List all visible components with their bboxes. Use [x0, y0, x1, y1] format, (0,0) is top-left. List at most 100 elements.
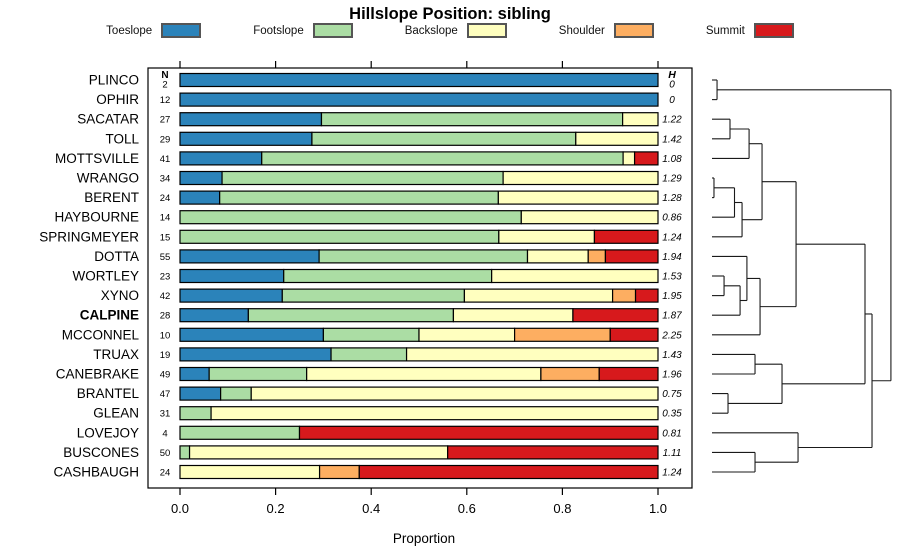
plot-box — [147, 67, 693, 489]
row-label: OPHIR — [96, 92, 139, 107]
h-value: 0.81 — [662, 428, 681, 439]
bar-segment-toeslope — [179, 288, 283, 303]
row-label: TOLL — [105, 131, 139, 146]
row-label: TRUAX — [93, 347, 139, 362]
bar-segment-toeslope — [179, 327, 324, 342]
bar-segment-footslope — [179, 445, 191, 460]
bar-segment-toeslope — [179, 92, 659, 107]
row-label: LOVEJOY — [77, 425, 139, 440]
n-value: 24 — [160, 193, 171, 204]
bar-segment-backslope — [463, 288, 614, 303]
bar-segment-footslope — [320, 112, 624, 127]
n-value: 34 — [160, 174, 171, 185]
bar-segment-footslope — [261, 151, 624, 166]
h-value: 0.35 — [662, 409, 682, 420]
bar-segment-footslope — [322, 327, 420, 342]
bar-segment-summit — [634, 288, 659, 303]
h-value: 1.42 — [662, 134, 682, 145]
n-value: 42 — [160, 291, 171, 302]
bar-segment-toeslope — [179, 190, 221, 205]
bar-segment-shoulder — [513, 327, 611, 342]
bar-segment-backslope — [179, 464, 321, 480]
bar-segment-shoulder — [318, 464, 360, 480]
h-value: 1.43 — [662, 350, 682, 361]
n-value: 12 — [160, 95, 171, 106]
bar-segment-toeslope — [179, 308, 249, 323]
h-value: 1.24 — [662, 232, 682, 243]
axis-tick-label: 0.6 — [458, 501, 476, 516]
bar-segment-shoulder — [611, 288, 637, 303]
h-value: 0.75 — [662, 389, 682, 400]
n-value: 55 — [160, 252, 171, 263]
h-value: 1.53 — [662, 272, 682, 283]
row-label: SPRINGMEYER — [39, 229, 139, 244]
h-value: 1.96 — [662, 370, 682, 381]
n-value: 49 — [160, 370, 171, 381]
row-label: BUSCONES — [63, 445, 139, 460]
bar-segment-shoulder — [540, 366, 600, 382]
bar-segment-footslope — [179, 229, 500, 244]
n-value: 14 — [160, 213, 171, 224]
bar-segment-footslope — [311, 131, 577, 146]
bar-segment-summit — [609, 327, 659, 342]
bar-segment-footslope — [247, 308, 455, 323]
bar-segment-backslope — [575, 131, 659, 146]
n-value: 19 — [160, 350, 171, 361]
h-value: 0.86 — [662, 213, 682, 224]
n-value: 10 — [160, 330, 171, 341]
legend-item-summit: Summit — [706, 23, 794, 38]
h-value: 1.29 — [662, 174, 682, 185]
h-value: 1.08 — [662, 154, 682, 165]
row-label: CANEBRAKE — [56, 367, 139, 382]
h-value: 1.94 — [662, 252, 682, 263]
bar-segment-footslope — [281, 288, 466, 303]
row-label: XYNO — [101, 288, 139, 303]
h-value: 1.24 — [662, 468, 682, 479]
n-value: 29 — [160, 134, 171, 145]
chart-title: Hillslope Position: sibling — [349, 5, 551, 23]
bar-segment-footslope — [221, 170, 504, 186]
bar-segment-backslope — [188, 445, 449, 460]
n-value: 2 — [162, 80, 167, 91]
legend-swatch — [466, 23, 507, 38]
row-label: WRANGO — [77, 171, 139, 186]
legend-swatch — [753, 23, 794, 38]
row-label: SACATAR — [77, 112, 139, 127]
row-label: GLEAN — [93, 406, 139, 421]
bar-segment-footslope — [179, 406, 212, 421]
row-label: PLINCO — [89, 73, 139, 88]
bar-segment-backslope — [306, 366, 542, 382]
bar-segment-backslope — [622, 112, 659, 127]
row-label: BERENT — [84, 190, 139, 205]
n-value: 47 — [160, 389, 171, 400]
legend-swatch — [312, 23, 353, 38]
bar-segment-toeslope — [179, 347, 332, 362]
n-value: 41 — [160, 154, 171, 165]
bar-segment-summit — [572, 308, 659, 323]
bar-segment-toeslope — [179, 72, 659, 88]
n-value: 31 — [160, 409, 171, 420]
bar-segment-backslope — [526, 249, 589, 264]
legend-swatch — [161, 23, 202, 38]
bar-segment-summit — [604, 249, 659, 264]
legend-item-backslope: Backslope — [405, 23, 507, 38]
row-label: DOTTA — [94, 249, 139, 264]
n-value: 27 — [160, 115, 171, 126]
bar-segment-toeslope — [179, 112, 323, 127]
axis-tick-label: 0.2 — [267, 501, 285, 516]
h-value: 0 — [669, 95, 675, 106]
bar-segment-toeslope — [179, 366, 210, 382]
n-value: 4 — [162, 428, 167, 439]
h-value: 1.22 — [662, 115, 682, 126]
bar-segment-footslope — [179, 210, 522, 225]
bar-segment-backslope — [520, 210, 659, 225]
axis-tick-label: 0.8 — [553, 501, 571, 516]
legend: Toeslope Footslope Backslope Shoulder Summit — [0, 23, 900, 38]
axis-tick-label: 1.0 — [649, 501, 667, 516]
row-label: CALPINE — [80, 308, 139, 323]
bar-segment-backslope — [210, 406, 659, 421]
bar-segment-toeslope — [179, 268, 285, 284]
bar-segment-footslope — [318, 249, 529, 264]
bar-segment-footslope — [179, 425, 301, 440]
bar-segment-footslope — [220, 386, 252, 401]
